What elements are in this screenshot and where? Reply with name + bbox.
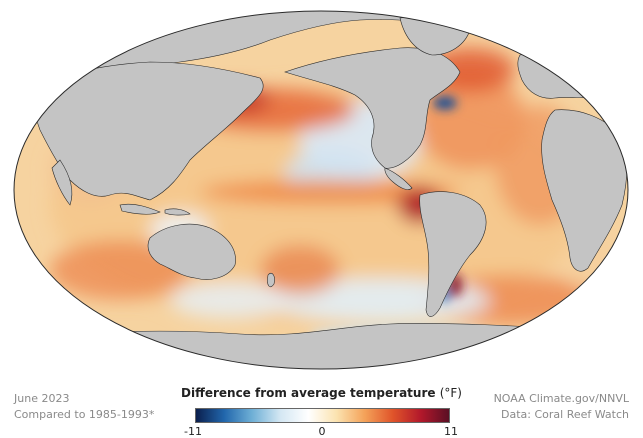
- data-source-label: Data: Coral Reef Watch: [501, 408, 629, 421]
- legend-mid-label: 0: [318, 425, 326, 438]
- legend-min-label: -11: [184, 425, 202, 438]
- antarctica-landmass: [14, 323, 628, 369]
- credit-label: NOAA Climate.gov/NNVL: [493, 392, 629, 405]
- new-zealand-landmass: [267, 272, 275, 287]
- legend-max-label: 11: [444, 425, 458, 438]
- central-america-landmass: [384, 167, 413, 190]
- globe: [14, 11, 628, 369]
- indonesia-islands: [119, 203, 191, 216]
- legend-title-text: Difference from average temperature: [181, 386, 436, 400]
- legend-unit: (°F): [439, 386, 462, 400]
- legend-color-bar: [195, 408, 450, 423]
- map-svg: [13, 10, 629, 370]
- india-landmass: [51, 159, 73, 206]
- south-america-landmass: [419, 191, 487, 317]
- sea-surface-temperature-map: [13, 10, 629, 370]
- north-america-landmass: [284, 47, 461, 169]
- australia-landmass: [147, 223, 236, 280]
- globe-outline: [13, 10, 629, 370]
- legend-title: Difference from average temperature (°F): [0, 386, 643, 400]
- comparison-period-label: Compared to 1985-1993*: [14, 408, 155, 421]
- date-label: June 2023: [14, 392, 70, 405]
